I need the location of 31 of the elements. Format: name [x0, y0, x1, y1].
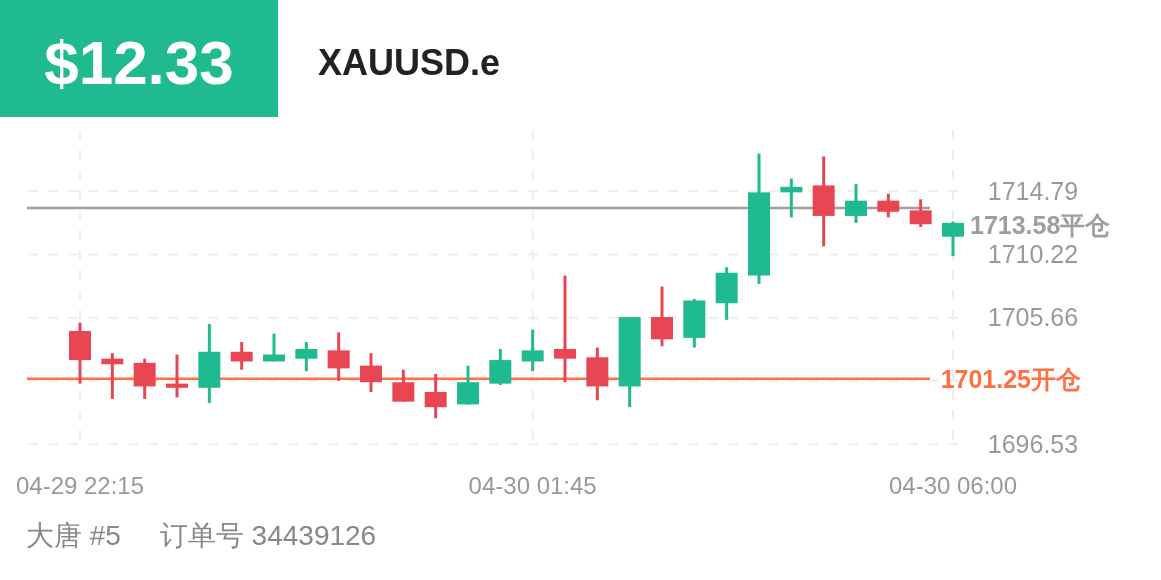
candlestick [521, 329, 544, 373]
y-tick-label: 1696.53 [987, 429, 1079, 458]
candlestick [392, 368, 415, 402]
candlestick [360, 353, 382, 392]
text: $12.33 [44, 28, 234, 97]
candlestick [845, 184, 867, 223]
x-tick-label: 04-30 06:00 [888, 472, 1018, 499]
candlestick [327, 332, 350, 381]
candlestick [780, 178, 803, 218]
x-tick-label: 04-29 22:15 [15, 472, 145, 499]
y-tick-label: 1714.79 [987, 176, 1079, 205]
text: 大唐 #5 订单号 34439126 [26, 520, 377, 551]
y-tick-label: 1710.22 [987, 240, 1079, 269]
candlestick [133, 358, 156, 399]
ref-line-label: 1713.58平仓 [970, 210, 1111, 239]
candlestick [909, 199, 932, 228]
candlestick [554, 275, 576, 383]
candlestick [457, 365, 479, 405]
candlestick [101, 353, 124, 399]
candlestick [166, 354, 188, 398]
candlestick [295, 342, 318, 373]
y-tick-label: 1705.66 [987, 303, 1079, 332]
candlestick [489, 348, 512, 386]
candlestick [942, 221, 964, 258]
candlestick [877, 193, 900, 218]
ref-line-label: 1701.25开仓 [940, 364, 1081, 393]
x-tick-label: 04-30 01:45 [468, 472, 597, 499]
candlestick [230, 342, 253, 370]
candlestick [651, 286, 673, 348]
candlestick [424, 372, 447, 419]
chart-title: XAUUSD.e [318, 42, 501, 83]
